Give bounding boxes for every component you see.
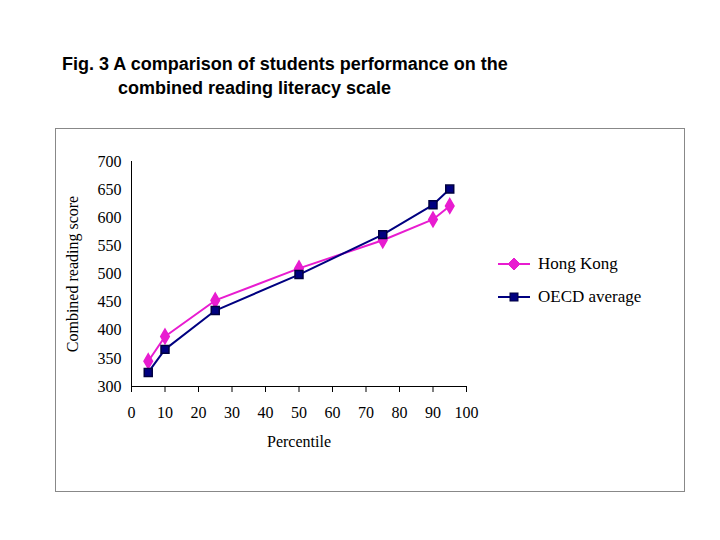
svg-text:550: 550	[98, 237, 122, 254]
svg-text:100: 100	[455, 404, 479, 421]
html-text:OECD average: OECD average	[538, 286, 642, 306]
svg-text:70: 70	[358, 404, 374, 421]
svg-text:400: 400	[98, 321, 122, 338]
html-text:Hong Kong: Hong Kong	[538, 253, 618, 273]
svg-text:650: 650	[98, 181, 122, 198]
svg-text:600: 600	[98, 209, 122, 226]
svg-text:40: 40	[258, 404, 274, 421]
html-text:combined reading literacy scal: combined reading literacy scale	[118, 78, 392, 98]
svg-text:450: 450	[98, 293, 122, 310]
svg-text:60: 60	[325, 404, 341, 421]
svg-text:50: 50	[291, 404, 307, 421]
svg-text:90: 90	[425, 404, 441, 421]
svg-text:Percentile: Percentile	[267, 433, 331, 450]
svg-text:80: 80	[392, 404, 408, 421]
svg-text:500: 500	[98, 265, 122, 282]
svg-text:700: 700	[98, 153, 122, 170]
svg-text:0: 0	[128, 404, 136, 421]
svg-text:20: 20	[191, 404, 207, 421]
svg-text:Combined reading score: Combined reading score	[64, 196, 82, 352]
svg-text:300: 300	[98, 378, 122, 395]
svg-text:30: 30	[224, 404, 240, 421]
svg-text:350: 350	[98, 349, 122, 366]
svg-text:10: 10	[157, 404, 173, 421]
html-text:Fig. 3 A comparison of student: Fig. 3 A comparison of students performa…	[62, 54, 508, 74]
